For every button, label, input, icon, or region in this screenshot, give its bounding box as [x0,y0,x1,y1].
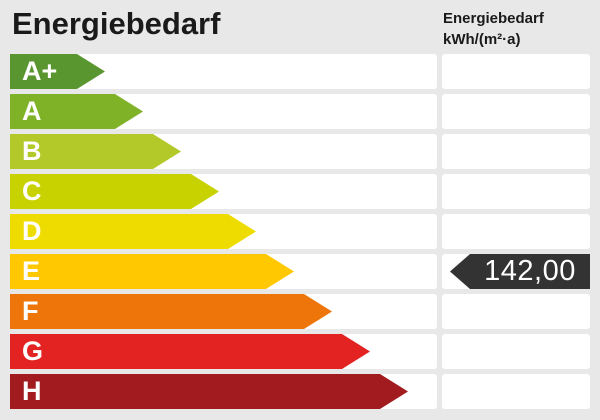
class-letter: D [22,216,42,246]
class-letter: E [22,256,41,286]
scale-row-f: F [0,294,600,329]
scale-row-d: D [0,214,600,249]
class-letter: A [22,96,42,126]
unit-header: Energiebedarf kWh/(m²·a) [443,8,544,50]
scale-row-e: E 142,00 [0,254,600,289]
scale-row-aplus: A+ [0,54,600,89]
class-letter: H [22,376,42,406]
energy-scale-rows: A+ A B C D E 142,00 F G H [0,54,600,414]
page-title: Energiebedarf [12,6,221,41]
value-cell [442,134,590,169]
value-cell [442,374,590,409]
scale-row-g: G [0,334,600,369]
scale-row-h: H [0,374,600,409]
class-arrow-c: C [10,174,219,209]
value-cell [442,334,590,369]
class-arrow-d: D [10,214,256,249]
energy-value-tag: 142,00 [450,254,590,289]
class-letter: B [22,136,42,166]
class-arrow-g: G [10,334,370,369]
class-arrow-b: B [10,134,181,169]
scale-row-c: C [0,174,600,209]
class-arrow-h: H [10,374,408,409]
unit-header-title: Energiebedarf [443,10,544,27]
class-letter: F [22,296,39,326]
scale-row-b: B [0,134,600,169]
energy-value-text: 142,00 [484,255,576,287]
value-cell [442,214,590,249]
value-cell [442,294,590,329]
scale-row-a: A [0,94,600,129]
class-letter: G [22,336,44,366]
class-letter: A+ [22,56,58,86]
value-cell [442,54,590,89]
class-letter: C [22,176,42,206]
value-cell [442,94,590,129]
class-arrow-e: E [10,254,294,289]
unit-header-unit: kWh/(m²·a) [443,31,521,48]
class-arrow-f: F [10,294,332,329]
value-cell: 142,00 [442,254,590,289]
class-arrow-a: A [10,94,143,129]
value-cell [442,174,590,209]
